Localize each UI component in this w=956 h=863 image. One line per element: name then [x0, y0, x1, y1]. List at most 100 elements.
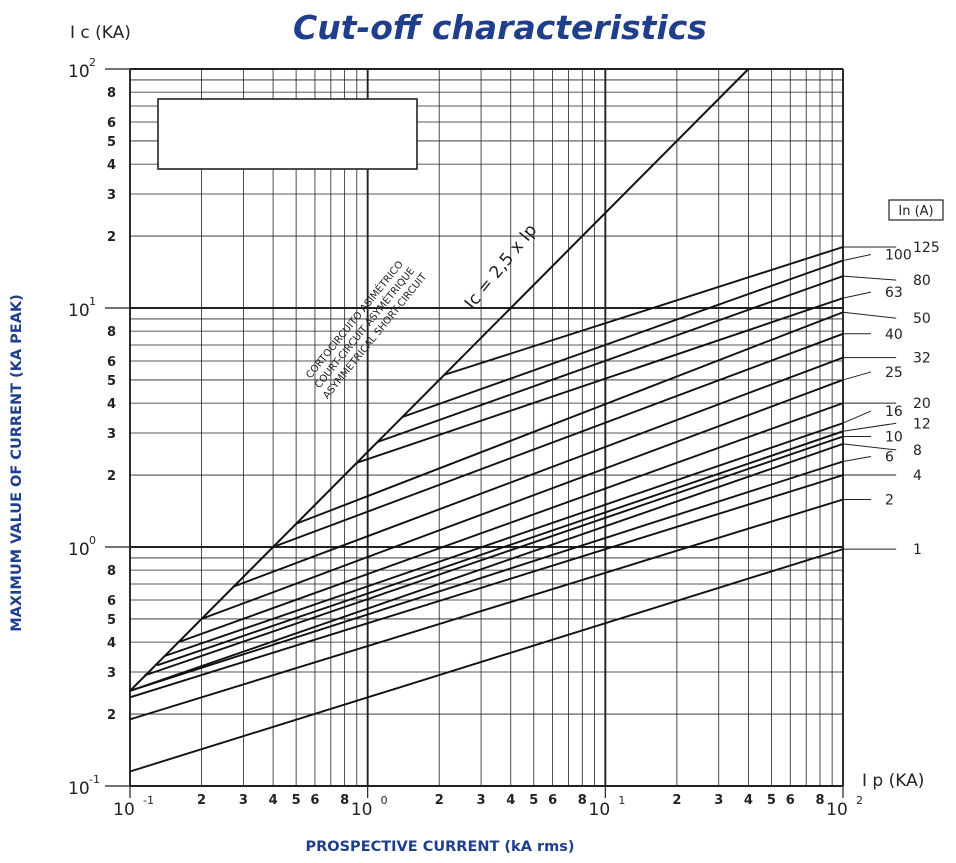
series-label-1: 1 — [913, 542, 922, 558]
x-tick-label: 5 — [529, 793, 538, 808]
y-tick-label: 3 — [107, 188, 116, 203]
y-decade-exponent: 0 — [89, 534, 96, 547]
y-tick-label: 6 — [107, 355, 116, 370]
x-tick-label: 5 — [767, 793, 776, 808]
x-tick-label: 8 — [578, 793, 587, 808]
series-line-16 — [164, 422, 844, 657]
diagonal-formula: Ic = 2,5 x Ip — [461, 220, 541, 313]
x-tick-label: 4 — [506, 793, 515, 808]
y-decade-exponent: 2 — [89, 56, 96, 69]
legend-box — [888, 199, 944, 221]
chart-title: Cut-off characteristics — [293, 8, 707, 47]
x-decade-exponent: -1 — [143, 794, 154, 807]
x-tick-label: 8 — [815, 793, 824, 808]
x-decade-label: 10 — [589, 800, 611, 820]
y-decade-label: 10 — [68, 301, 90, 321]
y-tick-label: 6 — [107, 594, 116, 609]
x-axis-symbol: I p (KA) — [862, 771, 924, 791]
series-line-25 — [201, 379, 844, 620]
x-decade-label: 10 — [826, 800, 848, 820]
series-leader-8 — [842, 443, 897, 451]
series-leader-25 — [842, 371, 872, 381]
series-line-2 — [129, 498, 844, 721]
series-line-1 — [129, 548, 844, 773]
series-label-63: 63 — [885, 285, 903, 301]
series-line-63 — [356, 297, 844, 464]
y-tick-label: 5 — [107, 613, 116, 628]
series-label-10: 10 — [885, 429, 903, 445]
y-tick-label: 4 — [107, 397, 116, 412]
y-axis-symbol: I c (KA) — [70, 23, 131, 43]
grid — [105, 68, 844, 798]
blank-label-box — [157, 98, 418, 170]
y-decade-exponent: 1 — [89, 295, 96, 308]
y-tick-label: 5 — [107, 374, 116, 389]
series-label-4: 4 — [913, 468, 922, 484]
x-decade-label: 10 — [351, 800, 373, 820]
series-label-40: 40 — [885, 327, 903, 343]
series-label-12: 12 — [913, 416, 931, 432]
x-tick-label: 3 — [239, 793, 248, 808]
y-tick-label: 2 — [107, 469, 116, 484]
series-leader-12 — [842, 422, 897, 432]
x-tick-label: 2 — [672, 793, 681, 808]
series-line-80 — [377, 275, 844, 443]
y-decade-label: 10 — [68, 540, 90, 560]
y-tick-label: 4 — [107, 636, 116, 651]
series-label-2: 2 — [885, 493, 894, 509]
series-label-6: 6 — [885, 449, 894, 465]
y-tick-label: 3 — [107, 666, 116, 681]
x-tick-label: 6 — [310, 793, 319, 808]
annotation-line-2: COURT-CIRCUIT ASYMÉTRIQUE — [312, 265, 418, 391]
series-leader-16 — [842, 410, 872, 424]
x-axis-label: PROSPECTIVE CURRENT (kA rms) — [305, 839, 575, 855]
labels: 10 -1 10 0 10 1 10 210 -110 010 110 222334455668822… — [68, 56, 940, 820]
x-tick-label: 2 — [197, 793, 206, 808]
series-leader-100 — [842, 254, 872, 262]
y-tick-label: 3 — [107, 427, 116, 442]
series-leader-50 — [842, 311, 897, 319]
x-tick-label: 3 — [714, 793, 723, 808]
y-tick-label: 5 — [107, 135, 116, 150]
y-tick-label: 2 — [107, 708, 116, 723]
y-tick-label: 2 — [107, 230, 116, 245]
y-tick-label: 8 — [107, 564, 116, 579]
series-line-8 — [129, 443, 844, 692]
series-line-100 — [402, 259, 844, 418]
x-decade-label: 10 — [113, 800, 135, 820]
series-line-125 — [443, 246, 844, 376]
series-leader-6 — [842, 455, 872, 462]
series-label-20: 20 — [913, 396, 931, 412]
series-label-125: 125 — [913, 240, 940, 256]
series-line-40 — [272, 332, 844, 548]
series-line-50 — [295, 311, 844, 525]
x-tick-label: 3 — [477, 793, 486, 808]
y-tick-label: 8 — [107, 86, 116, 101]
series-line-6 — [129, 460, 844, 692]
y-tick-label: 6 — [107, 116, 116, 131]
series-label-50: 50 — [913, 311, 931, 327]
series-label-100: 100 — [885, 248, 912, 264]
series-line-4 — [129, 474, 844, 699]
x-tick-label: 8 — [340, 793, 349, 808]
series-line-32 — [232, 356, 844, 588]
x-tick-label: 4 — [269, 793, 278, 808]
y-tick-label: 4 — [107, 158, 116, 173]
series-line-12 — [156, 430, 844, 667]
series-label-80: 80 — [913, 273, 931, 289]
series-label-32: 32 — [913, 351, 931, 367]
x-decade-exponent: 1 — [618, 794, 625, 807]
series-leader-80 — [842, 275, 897, 281]
series-label-8: 8 — [913, 443, 922, 459]
x-tick-label: 6 — [548, 793, 557, 808]
y-decade-exponent: -1 — [89, 773, 100, 786]
curves — [129, 68, 844, 773]
y-tick-label: 8 — [107, 325, 116, 340]
x-tick-label: 2 — [435, 793, 444, 808]
x-tick-label: 6 — [786, 793, 795, 808]
x-tick-label: 5 — [292, 793, 301, 808]
series-label-16: 16 — [885, 404, 903, 420]
x-decade-exponent: 2 — [856, 794, 863, 807]
y-decade-label: 10 — [68, 779, 90, 799]
